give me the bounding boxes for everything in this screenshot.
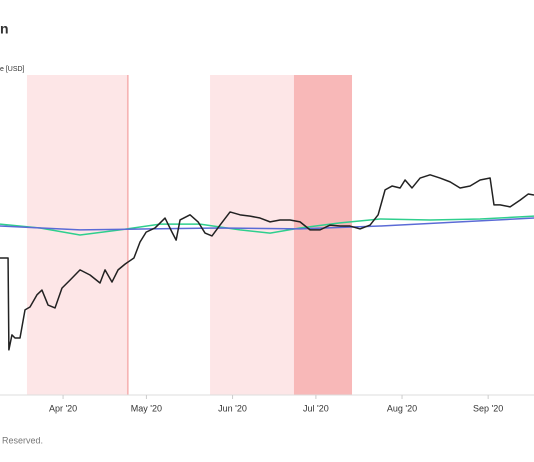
- shaded-band: [293, 75, 353, 395]
- footer: Reserved.: [2, 435, 43, 445]
- shaded-band: [210, 75, 294, 395]
- x-tick-label: Jun '20: [218, 403, 247, 413]
- series-line: [0, 174, 534, 351]
- x-tick-label: May '20: [131, 403, 162, 413]
- x-tick-label: Jul '20: [303, 403, 329, 413]
- series-line: [0, 215, 534, 236]
- series-line: [0, 217, 534, 231]
- x-tick-label: Apr '20: [49, 403, 77, 413]
- x-tick-label: Sep '20: [473, 403, 503, 413]
- chart-title: n: [0, 21, 9, 37]
- x-tick-label: Aug '20: [387, 403, 417, 413]
- y-axis-label: e [USD]: [0, 66, 25, 73]
- shaded-band: [126, 75, 129, 395]
